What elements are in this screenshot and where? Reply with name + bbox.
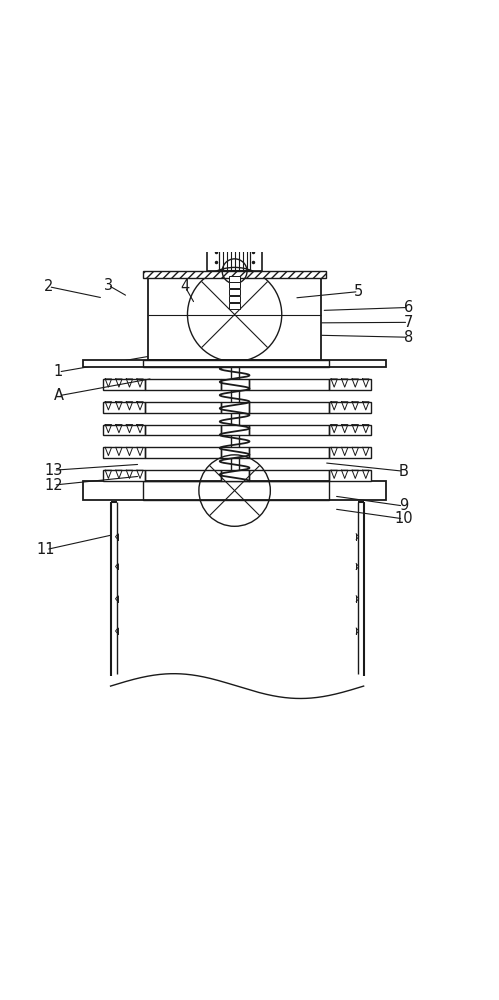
Bar bbox=[83, 481, 386, 500]
Bar bbox=[103, 379, 145, 390]
Bar bbox=[249, 402, 329, 413]
Bar bbox=[145, 447, 221, 458]
Bar bbox=[329, 470, 371, 481]
Bar bbox=[249, 447, 329, 458]
Bar bbox=[207, 190, 215, 198]
Bar bbox=[145, 425, 221, 435]
Bar bbox=[83, 360, 386, 367]
Text: 10: 10 bbox=[394, 511, 413, 526]
Bar bbox=[219, 240, 250, 270]
Bar bbox=[329, 447, 371, 458]
Bar bbox=[329, 425, 371, 435]
Text: 5: 5 bbox=[354, 284, 363, 299]
Text: 12: 12 bbox=[44, 478, 63, 493]
Bar bbox=[249, 379, 329, 390]
Bar bbox=[198, 215, 213, 233]
Text: 7: 7 bbox=[404, 315, 413, 330]
Text: 2: 2 bbox=[44, 279, 53, 294]
Bar bbox=[256, 215, 272, 233]
Bar bbox=[256, 198, 275, 209]
Bar bbox=[197, 190, 207, 198]
Bar bbox=[329, 379, 371, 390]
Bar bbox=[256, 190, 266, 198]
Bar bbox=[249, 425, 329, 435]
Bar bbox=[221, 447, 249, 458]
Bar bbox=[229, 296, 240, 302]
Bar bbox=[148, 278, 321, 360]
Bar bbox=[266, 190, 275, 198]
Text: 4: 4 bbox=[180, 279, 190, 294]
Bar bbox=[103, 470, 145, 481]
Bar bbox=[145, 379, 221, 390]
Text: 9: 9 bbox=[399, 498, 408, 513]
Bar bbox=[143, 271, 326, 278]
Text: 11: 11 bbox=[37, 542, 55, 557]
Bar bbox=[221, 425, 249, 435]
Bar bbox=[221, 470, 249, 481]
Bar bbox=[229, 303, 240, 309]
Text: 1: 1 bbox=[54, 364, 63, 379]
Bar bbox=[197, 198, 215, 209]
Bar bbox=[133, 209, 336, 215]
Bar bbox=[143, 360, 329, 367]
Text: 8: 8 bbox=[404, 330, 413, 345]
Text: 6: 6 bbox=[404, 300, 413, 315]
Bar bbox=[103, 447, 145, 458]
Bar bbox=[249, 470, 329, 481]
Bar bbox=[229, 289, 240, 295]
Bar bbox=[145, 470, 221, 481]
Bar bbox=[138, 233, 331, 239]
Bar bbox=[221, 379, 249, 390]
Bar bbox=[221, 402, 249, 413]
Text: 3: 3 bbox=[103, 278, 113, 293]
Text: B: B bbox=[398, 464, 408, 479]
Bar bbox=[143, 481, 329, 500]
Bar bbox=[103, 402, 145, 413]
Bar bbox=[329, 402, 371, 413]
Bar bbox=[207, 239, 262, 271]
Text: A: A bbox=[53, 388, 63, 403]
Bar bbox=[229, 276, 240, 282]
Text: 13: 13 bbox=[44, 463, 63, 478]
Bar bbox=[145, 402, 221, 413]
Bar bbox=[103, 425, 145, 435]
Bar bbox=[229, 282, 240, 288]
